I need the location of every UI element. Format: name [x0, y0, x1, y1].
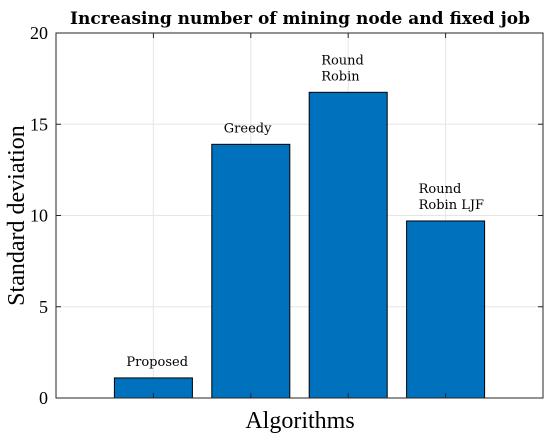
- y-tick-label: 20: [30, 23, 48, 43]
- y-tick-label: 0: [39, 388, 48, 408]
- y-axis-label: Standard deviation: [4, 125, 30, 306]
- y-tick-label: 15: [30, 114, 48, 134]
- y-axis-ticks: 0 5 10 15 20: [30, 23, 543, 408]
- x-axis-label: Algorithms: [245, 408, 354, 434]
- data-label-line: Round: [321, 53, 364, 68]
- data-label: Proposed: [126, 355, 188, 370]
- data-label-line: Robin LJF: [419, 198, 484, 213]
- y-tick-label: 10: [30, 206, 48, 226]
- bar-round-robin-ljf: [406, 220, 486, 399]
- data-label-line: Greedy: [224, 121, 272, 136]
- data-label: Round Robin: [321, 53, 364, 84]
- data-label: Round Robin LJF: [419, 182, 484, 213]
- data-label-line: Proposed: [126, 355, 188, 370]
- data-label-line: Robin: [321, 69, 360, 84]
- data-label-line: Round: [419, 182, 462, 197]
- y-tick-label: 5: [39, 297, 48, 317]
- data-label: Greedy: [224, 121, 272, 136]
- chart-title: Increasing number of mining node and fix…: [70, 9, 530, 29]
- bar-greedy: [211, 143, 291, 399]
- bars: [113, 91, 486, 399]
- bar-round-robin: [308, 91, 388, 399]
